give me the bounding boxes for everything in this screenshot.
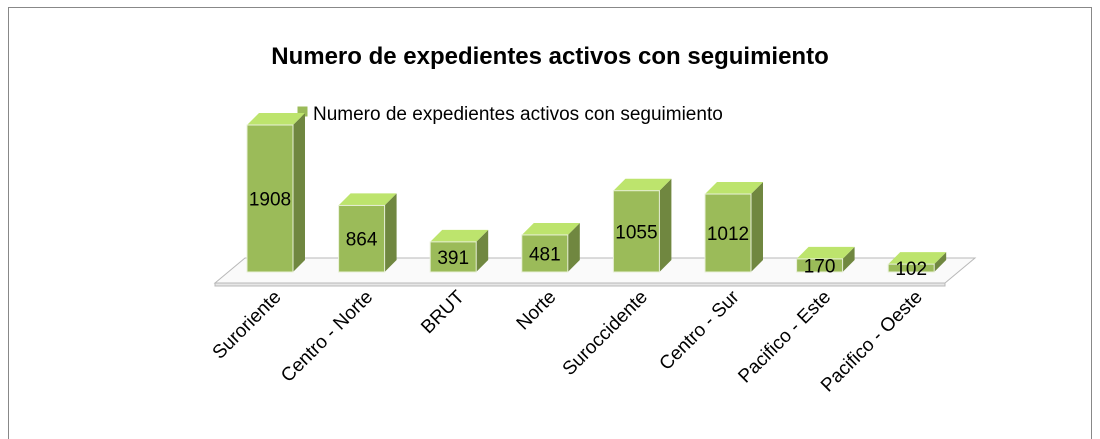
bar-side: [476, 229, 489, 272]
bar-top: [613, 178, 672, 191]
bar-top: [796, 246, 855, 259]
data-label: 170: [804, 256, 836, 277]
bar-side: [293, 113, 305, 272]
bar-side: [567, 222, 580, 272]
bar: [429, 241, 477, 273]
bar-side: [934, 252, 947, 272]
data-label: 481: [529, 244, 561, 265]
chart-title: Numero de expedientes activos con seguim…: [271, 43, 828, 70]
bar-top: [247, 113, 305, 125]
bar-top: [338, 193, 397, 206]
bar: [612, 190, 660, 273]
bar: [338, 204, 386, 273]
data-label: 1055: [615, 222, 657, 243]
bar: [521, 234, 569, 273]
bar-top: [705, 182, 763, 195]
data-label: 1012: [707, 224, 749, 245]
bar-side: [751, 182, 763, 272]
data-label: 1908: [249, 190, 291, 211]
bar: [796, 258, 844, 273]
bar-side: [659, 178, 672, 272]
bar-top: [888, 252, 947, 265]
bar: [704, 193, 752, 273]
data-label: 864: [346, 230, 378, 251]
legend-label: Numero de expedientes activos con seguim…: [313, 104, 723, 125]
data-label: 102: [895, 259, 927, 280]
bar: [887, 263, 935, 273]
bar-side: [842, 246, 855, 272]
floor-edge: [214, 282, 946, 287]
bar: [246, 124, 294, 273]
bar-top: [521, 222, 580, 235]
bar-side: [384, 193, 397, 272]
bar-top: [430, 229, 489, 242]
data-label: 391: [437, 248, 469, 269]
floor: [213, 257, 977, 284]
